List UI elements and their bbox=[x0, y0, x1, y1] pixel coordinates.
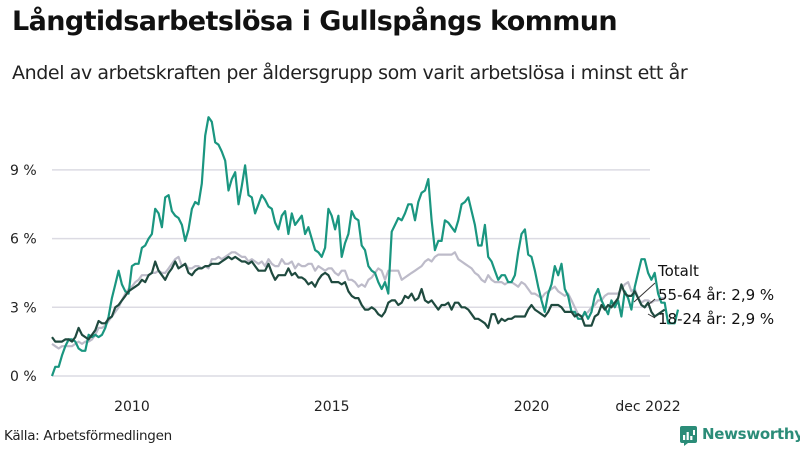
series-line-old bbox=[51, 255, 666, 343]
series-line-total bbox=[51, 251, 665, 350]
gridlines bbox=[52, 169, 650, 377]
end-labels: Totalt 55-64 år: 2,9 % 18-24 år: 2,9 % bbox=[633, 262, 774, 328]
chart-title: Långtidsarbetslösa i Gullspångs kommun bbox=[12, 6, 618, 37]
brand-name: Newsworthy bbox=[702, 425, 800, 443]
end-label-total: Totalt bbox=[657, 262, 699, 280]
y-axis-ticks: 0 % 3 % 6 % 9 % bbox=[10, 163, 37, 385]
source-note: Källa: Arbetsförmedlingen bbox=[4, 428, 172, 444]
chart-subtitle: Andel av arbetskraften per åldersgrupp s… bbox=[12, 62, 688, 84]
newsworthy-logo-icon bbox=[680, 425, 697, 446]
leader-line-old bbox=[647, 298, 656, 306]
x-tick-label: 2020 bbox=[514, 399, 550, 415]
x-tick-label: 2010 bbox=[114, 399, 150, 415]
line-chart: 0 % 3 % 6 % 9 % 2010 2015 2020 dec 2022 Totalt… bbox=[10, 116, 774, 415]
y-tick-label: 3 % bbox=[10, 300, 37, 316]
y-tick-label: 6 % bbox=[10, 232, 37, 248]
leader-line-young bbox=[647, 313, 656, 319]
leader-line-total bbox=[633, 282, 656, 303]
y-tick-label: 9 % bbox=[10, 163, 37, 179]
x-tick-label: 2015 bbox=[314, 399, 350, 415]
x-tick-label: dec 2022 bbox=[615, 399, 680, 415]
x-axis-ticks: 2010 2015 2020 dec 2022 bbox=[114, 399, 681, 415]
series-line-young bbox=[50, 116, 680, 377]
brand-logo: Newsworthy bbox=[680, 425, 800, 446]
series-lines bbox=[50, 116, 680, 377]
y-tick-label: 0 % bbox=[10, 369, 37, 385]
end-label-old: 55-64 år: 2,9 % bbox=[658, 286, 774, 304]
end-label-young: 18-24 år: 2,9 % bbox=[658, 310, 774, 328]
